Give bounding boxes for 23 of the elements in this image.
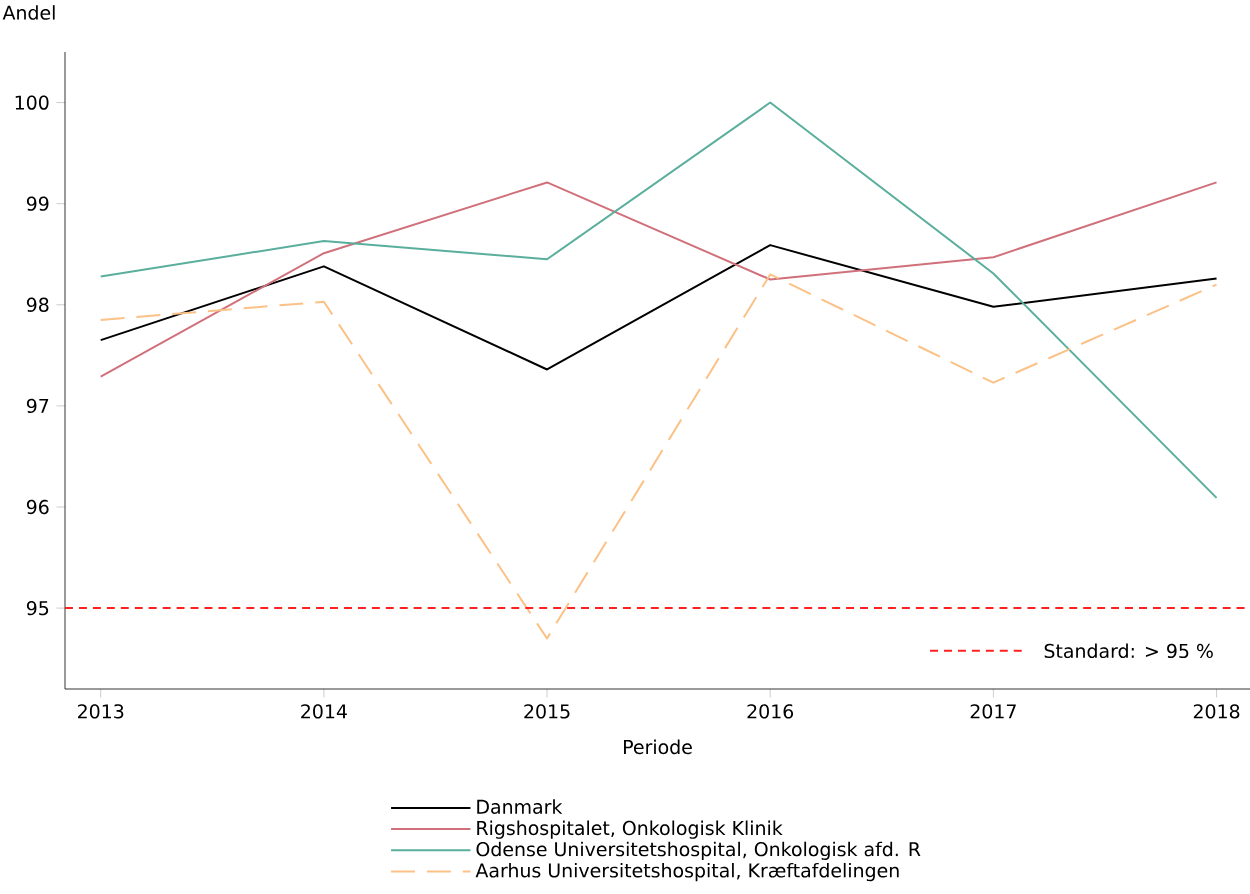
y-tick-label: 99 xyxy=(26,196,49,211)
y-tick-label: 100 xyxy=(15,95,49,110)
legend-label: Odense Universitetshospital, Onkologisk afd. R xyxy=(476,841,921,861)
legend-label: Rigshospitalet, Onkologisk Klinik xyxy=(477,820,783,839)
y-tick-label: 95 xyxy=(26,600,49,616)
x-tick-label: 2016 xyxy=(747,704,794,719)
line-series xyxy=(99,273,1218,640)
y-axis-title: Andel xyxy=(2,5,55,20)
x-axis-title: Periode xyxy=(624,739,692,755)
ref-line-label: Standard: > 95 % xyxy=(1044,643,1213,659)
line-series xyxy=(99,181,1218,378)
y-tick-label: 96 xyxy=(26,499,49,515)
x-tick-label: 2018 xyxy=(1193,704,1240,719)
legend-label: Aarhus Universitetshospital, Kræftafdelingen xyxy=(475,862,899,882)
legend-label: Danmark xyxy=(477,799,563,814)
x-tick-label: 2015 xyxy=(524,704,570,719)
x-tick-label: 2017 xyxy=(970,704,1016,719)
x-tick-label: 2014 xyxy=(301,704,347,719)
line-series xyxy=(99,244,1218,371)
line-series xyxy=(99,101,1218,499)
y-tick-label: 97 xyxy=(26,398,49,414)
x-tick-label: 2013 xyxy=(78,704,124,719)
y-tick-label: 98 xyxy=(26,297,49,312)
